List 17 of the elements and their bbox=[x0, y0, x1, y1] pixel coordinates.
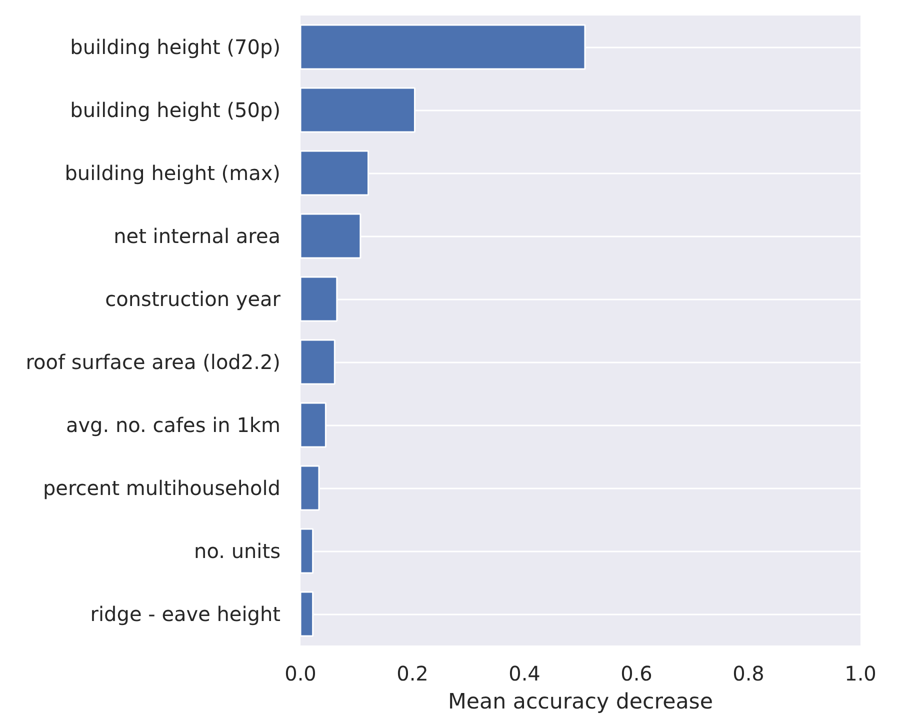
y-tick-label: building height (50p) bbox=[70, 98, 281, 122]
x-tick-label: 0.4 bbox=[508, 662, 540, 686]
x-tick-label: 1.0 bbox=[844, 662, 876, 686]
y-tick-label: net internal area bbox=[114, 224, 280, 248]
y-tick-label: percent multihousehold bbox=[42, 476, 281, 500]
y-tick-label: building height (max) bbox=[64, 161, 281, 185]
y-tick-label: construction year bbox=[105, 287, 282, 311]
x-tick-label: 0.6 bbox=[620, 662, 652, 686]
y-tick-label: avg. no. cafes in 1km bbox=[66, 413, 280, 437]
x-tick-label: 0.8 bbox=[732, 662, 764, 686]
x-tick-label: 0.0 bbox=[284, 662, 316, 686]
y-tick-label: building height (70p) bbox=[70, 35, 281, 59]
x-axis-title: Mean accuracy decrease bbox=[448, 690, 714, 714]
y-tick-label: no. units bbox=[194, 539, 281, 563]
y-tick-label: ridge - eave height bbox=[90, 602, 281, 626]
x-tick-label: 0.2 bbox=[396, 662, 428, 686]
y-tick-label: roof surface area (lod2.2) bbox=[26, 350, 281, 374]
